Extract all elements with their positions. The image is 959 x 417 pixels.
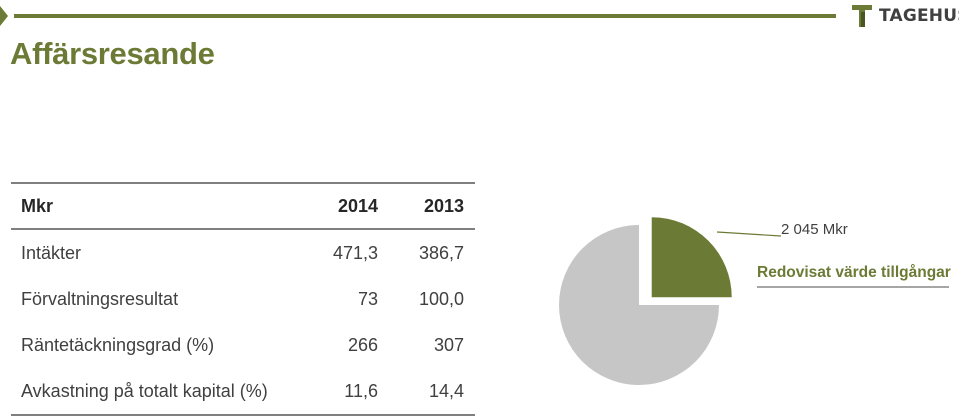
callout-value: 2 045 Mkr [781,221,848,238]
callout-label: Redovisat värde tillgångar [757,264,951,281]
tagehus-logo: TAGEHUS [850,3,959,29]
row-value-2014: 471,3 [332,242,378,263]
table-row: Avkastning på totalt kapital (%) 11,6 14… [11,368,475,415]
row-value-2013: 100,0 [418,288,464,309]
table-row: Förvaltningsresultat 73 100,0 [11,276,475,322]
header-arrow-marker [0,6,8,26]
header-year-2014: 2014 [337,195,378,216]
table-row: Räntetäckningsgrad (%) 266 307 [11,322,475,368]
row-label: Räntetäckningsgrad (%) [21,334,215,355]
callout-underline [757,286,949,288]
page-title: Affärsresande [10,36,215,71]
pie-slice-highlighted [651,217,732,298]
row-value-2014: 266 [347,334,378,355]
tagehus-logo-icon [852,5,872,27]
logo-text: TAGEHUS [879,6,959,26]
header-label: Mkr [21,195,54,216]
row-value-2013: 307 [433,334,464,355]
row-label: Förvaltningsresultat [21,288,179,309]
row-value-2014: 11,6 [344,380,378,401]
row-value-2013: 386,7 [418,242,464,263]
table-header-row: Mkr 2014 2013 [11,183,475,229]
table-row: Intäkter 471,3 386,7 [11,229,475,276]
header-year-2013: 2013 [423,195,464,216]
row-value-2013: 14,4 [428,380,464,401]
row-label: Intäkter [21,242,82,263]
row-value-2014: 73 [357,288,378,309]
header-rule [14,14,836,18]
financial-table: Mkr 2014 2013 Intäkter 471,3 386,7 Förva… [11,182,475,416]
pie-chart [559,217,732,385]
row-label: Avkastning på totalt kapital (%) [21,380,268,401]
pie-slice-rest [559,225,719,385]
